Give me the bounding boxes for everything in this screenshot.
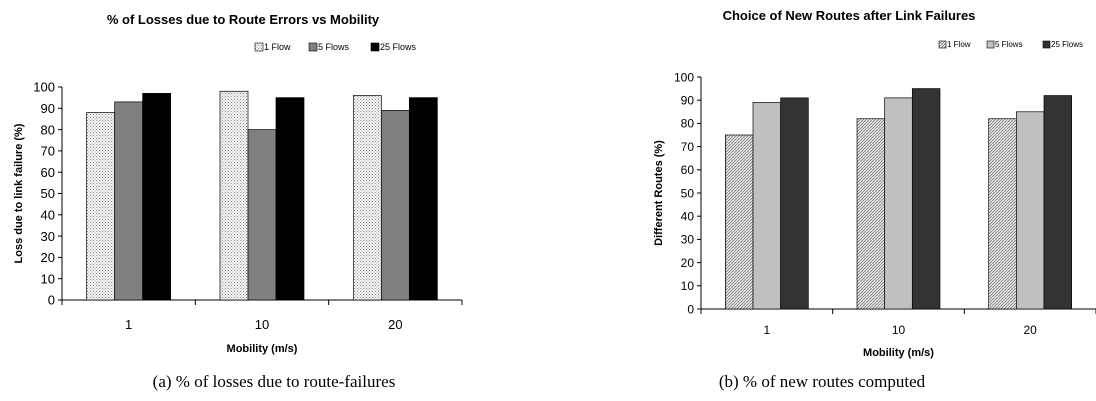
y-tick-label: 0 — [687, 302, 694, 316]
bar — [86, 112, 116, 301]
y-tick-label: 100 — [33, 80, 55, 95]
chart-title: Choice of New Routes after Link Failures — [723, 8, 976, 23]
y-tick-label: 40 — [681, 210, 695, 224]
legend-label: 1 Flow — [264, 42, 291, 52]
legend-label: 25 Flows — [1051, 40, 1083, 49]
legend-swatch — [1042, 40, 1051, 49]
y-tick-label: 20 — [681, 256, 695, 270]
legend-label: 25 Flows — [380, 42, 417, 52]
y-tick-label: 80 — [41, 122, 55, 137]
bar — [1015, 111, 1045, 310]
bar — [988, 118, 1017, 310]
x-axis-label: Mobility (m/s) — [863, 347, 934, 359]
y-tick-label: 30 — [41, 229, 55, 244]
bar — [114, 101, 144, 301]
bar — [780, 97, 809, 310]
caption-b: (b) % of new routes computed — [718, 372, 926, 391]
y-tick-label: 90 — [41, 101, 55, 116]
x-tick-label: 1 — [125, 317, 132, 332]
legend-swatch — [938, 40, 947, 49]
bar — [856, 118, 886, 310]
y-axis-label: Loss due to link failure (%) — [13, 123, 25, 263]
y-tick-label: 30 — [681, 233, 695, 247]
bar — [380, 110, 410, 301]
y-tick-label: 0 — [48, 293, 55, 308]
x-tick-label: 10 — [892, 323, 906, 337]
bar — [725, 134, 754, 310]
bar — [275, 97, 305, 301]
bar — [1043, 95, 1072, 310]
legend-label: 5 Flows — [318, 42, 350, 52]
legend-swatch — [254, 42, 264, 52]
x-tick-label: 1 — [763, 323, 770, 337]
y-tick-label: 40 — [41, 207, 55, 222]
y-tick-label: 70 — [681, 140, 695, 154]
y-axis-label: Different Routes (%) — [653, 140, 665, 246]
chart-title: % of Losses due to Route Errors vs Mobil… — [107, 12, 380, 27]
bar — [752, 102, 782, 310]
y-tick-label: 20 — [41, 250, 55, 265]
legend-label: 5 Flows — [995, 40, 1023, 49]
bar — [247, 129, 277, 301]
y-tick-label: 100 — [674, 70, 694, 84]
y-tick-label: 50 — [681, 186, 695, 200]
figure-panel-b: Choice of New Routes after Link Failures… — [548, 0, 1096, 401]
bar — [884, 97, 913, 310]
legend-swatch — [308, 42, 318, 52]
x-tick-label: 10 — [255, 317, 269, 332]
y-tick-label: 90 — [681, 94, 695, 108]
bar — [219, 90, 249, 301]
y-tick-label: 70 — [41, 144, 55, 159]
legend-swatch — [370, 42, 380, 52]
x-tick-label: 20 — [388, 317, 402, 332]
y-tick-label: 80 — [681, 117, 695, 131]
bar — [911, 88, 941, 310]
x-axis-label: Mobility (m/s) — [227, 343, 298, 355]
chart-a: % of Losses due to Route Errors vs Mobil… — [13, 12, 463, 355]
bar — [352, 95, 382, 301]
chart-b: Choice of New Routes after Link Failures… — [653, 8, 1096, 359]
y-tick-label: 60 — [41, 165, 55, 180]
x-tick-label: 20 — [1023, 323, 1037, 337]
y-tick-label: 10 — [681, 279, 695, 293]
caption-a: (a) % of losses due to route-failures — [152, 372, 396, 391]
y-tick-label: 60 — [681, 163, 695, 177]
y-tick-label: 50 — [41, 186, 55, 201]
legend-swatch — [986, 40, 995, 49]
bar — [408, 97, 438, 301]
bar — [142, 93, 172, 301]
figure-panel-a: % of Losses due to Route Errors vs Mobil… — [13, 12, 463, 391]
y-tick-label: 10 — [41, 271, 55, 286]
legend-label: 1 Flow — [947, 40, 971, 49]
